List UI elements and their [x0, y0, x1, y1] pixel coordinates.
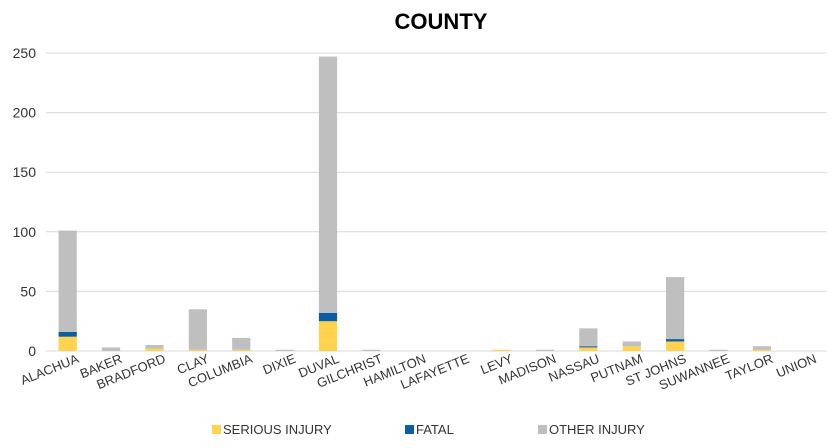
- y-tick-label: 0: [28, 343, 36, 359]
- bar-segment: [232, 337, 251, 350]
- bar-segment: [535, 349, 555, 351]
- y-tick-label: 200: [13, 105, 37, 121]
- legend-label: OTHER INJURY: [549, 422, 645, 437]
- bar-segment: [622, 346, 641, 351]
- x-category-label: TAYLOR: [723, 351, 775, 384]
- bar-segment: [101, 347, 121, 351]
- y-tick-label: 50: [20, 283, 36, 299]
- bar-segment: [145, 348, 164, 351]
- gridlines: [46, 52, 827, 352]
- y-tick-label: 100: [13, 224, 37, 240]
- legend: SERIOUS INJURY FATAL OTHER INJURY: [212, 422, 645, 437]
- bar-segment: [58, 336, 77, 351]
- bar-segment: [709, 349, 728, 351]
- bar-segment: [318, 56, 338, 313]
- legend-swatch: [212, 425, 221, 434]
- bar-segment: [318, 312, 338, 322]
- bar-segment: [188, 349, 207, 351]
- bar-segment: [622, 341, 641, 347]
- bar-segment: [666, 339, 685, 342]
- legend-swatch: [405, 425, 414, 434]
- bar-segment: [579, 347, 598, 351]
- bar-segment: [752, 346, 772, 350]
- bar-segment: [188, 309, 207, 350]
- chart-title: COUNTY: [395, 9, 488, 34]
- legend-label: FATAL: [416, 422, 454, 437]
- bar-segment: [58, 230, 77, 332]
- bar-segment: [362, 349, 381, 351]
- bar-segment: [58, 331, 77, 337]
- legend-swatch: [538, 425, 547, 434]
- y-tick-label: 250: [13, 45, 37, 61]
- bar-segment: [232, 349, 251, 351]
- bar-segment: [492, 349, 511, 351]
- bar-segment: [275, 349, 294, 351]
- y-tick-label: 150: [13, 164, 37, 180]
- bars: [58, 56, 772, 351]
- bar-segment: [752, 349, 772, 351]
- y-axis-ticks: 0 50 100 150 200 250: [13, 45, 37, 359]
- bar-segment: [145, 345, 164, 349]
- bar-segment: [666, 341, 685, 351]
- bar-segment: [318, 321, 338, 351]
- legend-label: SERIOUS INJURY: [223, 422, 332, 437]
- bar-segment: [579, 328, 598, 347]
- x-category-label: DIXIE: [261, 351, 298, 378]
- bar-segment: [666, 277, 685, 340]
- x-category-label: UNION: [774, 351, 818, 381]
- bar-segment: [579, 346, 598, 348]
